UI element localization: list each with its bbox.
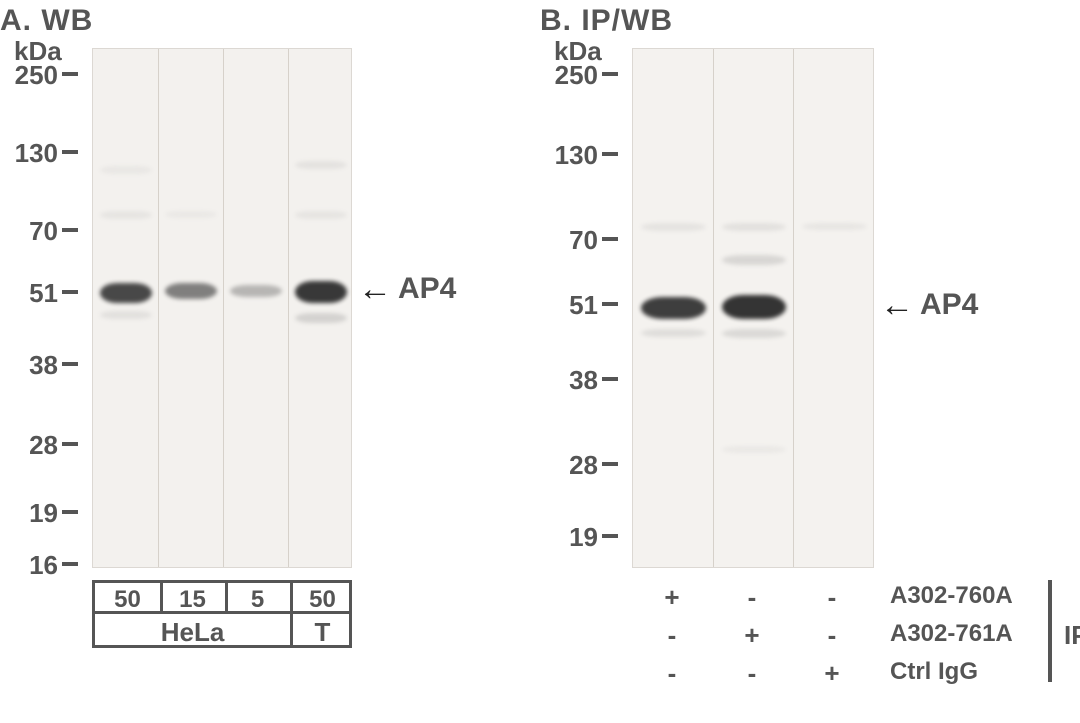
panel-a: A. WB kDa 250130705138281916 ← AP4 50155…	[0, 0, 475, 720]
band	[295, 161, 347, 169]
marker-value: 250	[0, 60, 58, 91]
lane-load: 50	[290, 586, 355, 614]
ip-symbol: -	[652, 658, 692, 689]
band	[100, 211, 152, 219]
panel-a-arrow-label: AP4	[398, 272, 456, 306]
band	[722, 329, 787, 338]
ip-symbol: +	[812, 658, 852, 689]
marker-tick	[602, 377, 618, 381]
panel-a-arrow: ← AP4	[358, 272, 456, 306]
ip-symbol: +	[732, 620, 772, 651]
marker-tick	[62, 510, 78, 514]
panel-a-samplebox: HeLaT	[92, 614, 352, 648]
ip-antibody-label: A302-760A	[890, 582, 1013, 610]
marker-value: 28	[540, 450, 598, 481]
band	[295, 281, 347, 303]
panel-a-loadbox: 5015550	[92, 580, 352, 614]
ip-symbol: -	[732, 582, 772, 613]
marker-tick	[602, 302, 618, 306]
ip-bracket	[1048, 580, 1052, 682]
marker-tick	[62, 290, 78, 294]
marker-tick	[62, 442, 78, 446]
panel-b-title: B. IP/WB	[540, 4, 673, 38]
marker-tick	[62, 562, 78, 566]
ip-antibody-label: Ctrl IgG	[890, 658, 978, 686]
marker-tick	[602, 534, 618, 538]
lane-load: 5	[225, 586, 290, 614]
marker-value: 38	[0, 350, 58, 381]
marker-value: 19	[0, 498, 58, 529]
marker-tick	[602, 152, 618, 156]
band	[802, 223, 867, 230]
marker-tick	[602, 72, 618, 76]
ip-label: IP	[1064, 620, 1080, 651]
lane-separator	[793, 49, 794, 567]
band	[295, 313, 347, 323]
ip-symbol: -	[812, 620, 852, 651]
panel-b: B. IP/WB kDa 2501307051382819 ← AP4 +--A…	[540, 0, 1080, 720]
lane-separator	[713, 49, 714, 567]
lane-separator	[223, 49, 224, 567]
band	[100, 166, 152, 174]
band	[165, 211, 217, 218]
marker-value: 130	[540, 140, 598, 171]
band	[641, 297, 706, 319]
ip-antibody-label: A302-761A	[890, 620, 1013, 648]
band	[100, 311, 152, 319]
band	[722, 223, 787, 231]
ip-symbol: -	[652, 620, 692, 651]
marker-tick	[62, 72, 78, 76]
marker-value: 250	[540, 60, 598, 91]
band	[641, 223, 706, 231]
band	[100, 283, 152, 303]
band	[722, 446, 787, 453]
marker-value: 38	[540, 365, 598, 396]
lane-load: 15	[160, 586, 225, 614]
band	[641, 329, 706, 337]
marker-tick	[602, 237, 618, 241]
band	[722, 255, 787, 265]
marker-value: 16	[0, 550, 58, 581]
marker-value: 130	[0, 138, 58, 169]
lane-load: 50	[95, 586, 160, 614]
panel-a-title: A. WB	[0, 4, 93, 38]
lane-separator	[158, 49, 159, 567]
panel-a-blot	[92, 48, 352, 568]
band	[295, 211, 347, 219]
arrow-icon: ←	[358, 272, 392, 306]
marker-value: 70	[0, 216, 58, 247]
marker-value: 19	[540, 522, 598, 553]
marker-value: 51	[0, 278, 58, 309]
band	[722, 295, 787, 319]
ip-symbol: -	[812, 582, 852, 613]
ip-symbol: -	[732, 658, 772, 689]
marker-tick	[62, 362, 78, 366]
marker-value: 51	[540, 290, 598, 321]
panel-b-arrow-label: AP4	[920, 288, 978, 322]
band	[230, 285, 282, 297]
marker-value: 70	[540, 225, 598, 256]
sample-label: HeLa	[95, 617, 290, 648]
panel-b-arrow: ← AP4	[880, 288, 978, 322]
arrow-icon: ←	[880, 288, 914, 322]
sample-label: T	[290, 617, 355, 648]
band	[165, 283, 217, 299]
lane-separator	[288, 49, 289, 567]
marker-value: 28	[0, 430, 58, 461]
marker-tick	[62, 228, 78, 232]
marker-tick	[62, 150, 78, 154]
ip-symbol: +	[652, 582, 692, 613]
panel-b-blot	[632, 48, 874, 568]
marker-tick	[602, 462, 618, 466]
